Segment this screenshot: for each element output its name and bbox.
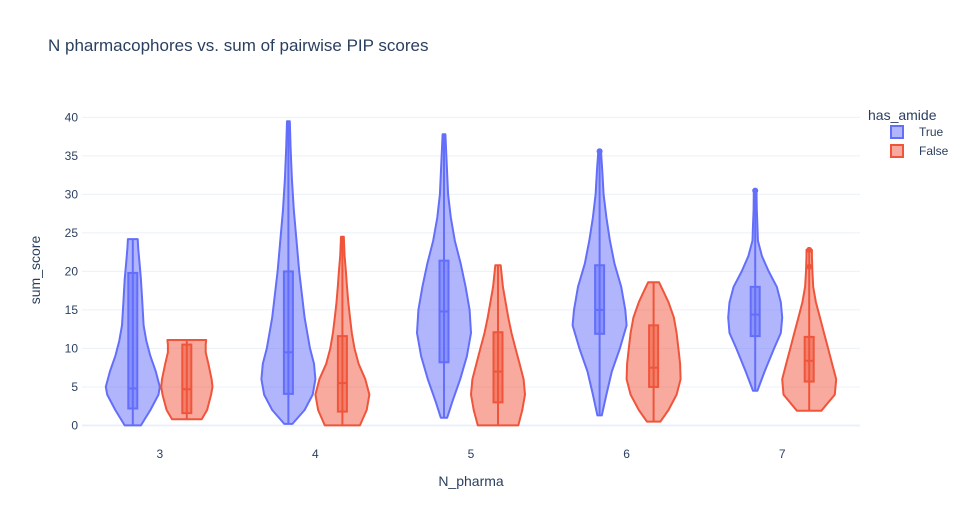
legend-item-false: False (890, 144, 949, 158)
violin-outlier (806, 246, 813, 253)
violin-false-5 (470, 264, 526, 427)
legend-item-true: True (890, 125, 944, 139)
violin-false-3 (160, 339, 214, 421)
violin-layer (104, 120, 838, 427)
legend-items: True False (890, 125, 949, 158)
violin-box (181, 343, 193, 415)
x-tick-label: 7 (779, 447, 786, 461)
chart-title: N pharmacophores vs. sum of pairwise PIP… (48, 36, 428, 55)
y-tick-label: 40 (65, 110, 79, 124)
y-axis-title: sum_score (27, 236, 43, 305)
violin-outlier (596, 148, 603, 155)
violin-box (648, 324, 660, 388)
x-tick-label: 4 (312, 447, 319, 461)
y-tick-label: 30 (65, 187, 79, 201)
legend-swatch (890, 144, 904, 158)
legend: has_amide True False (868, 107, 949, 158)
violin-true-4 (260, 120, 317, 425)
y-tick-label: 20 (65, 264, 79, 278)
y-tick-label: 10 (65, 341, 79, 355)
violin-false-6 (625, 281, 682, 423)
y-tick-label: 5 (71, 380, 78, 394)
violin-box (749, 285, 761, 338)
legend-swatch (890, 125, 904, 139)
violin-outlier (752, 187, 759, 194)
x-tick-label: 3 (156, 447, 163, 461)
y-tick-label: 25 (65, 226, 79, 240)
violin-true-5 (416, 133, 472, 419)
violin-box (127, 271, 139, 410)
legend-title: has_amide (868, 107, 937, 123)
violin-false-7 (781, 246, 838, 412)
violin-box (282, 270, 294, 395)
violin-box (803, 335, 815, 383)
y-tick-label: 35 (65, 149, 79, 163)
violin-true-6 (571, 148, 628, 417)
legend-label: True (919, 125, 944, 139)
violin-false-4 (314, 235, 371, 427)
y-tick-label: 15 (65, 303, 79, 317)
x-tick-label: 6 (623, 447, 630, 461)
violin-box (594, 264, 606, 335)
violin-true-7 (727, 187, 784, 392)
x-axis-title: N_pharma (438, 473, 504, 489)
legend-label: False (919, 144, 949, 158)
x-tick-label: 5 (468, 447, 475, 461)
violin-true-3 (104, 238, 161, 427)
violin-box (336, 335, 348, 413)
tick-layer: 0 5 10 15 20 25 30 35 40 3 4 5 6 7 (65, 110, 786, 461)
y-tick-label: 0 (71, 418, 78, 432)
violin-outlier (806, 263, 813, 270)
violin-box (492, 331, 504, 404)
